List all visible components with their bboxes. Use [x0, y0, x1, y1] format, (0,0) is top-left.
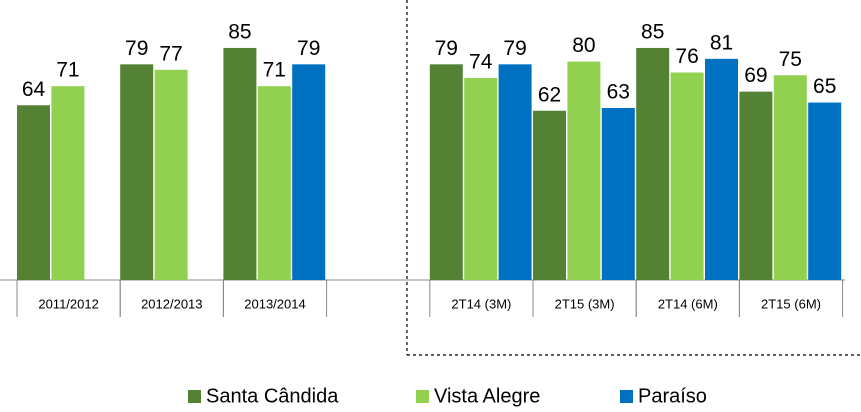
value-label: 69 [744, 64, 767, 87]
bar [51, 86, 85, 280]
bar [670, 72, 704, 281]
value-label: 65 [813, 75, 836, 98]
value-label: 79 [297, 37, 320, 60]
bar [739, 91, 773, 280]
x-tick-label: 2T14 (3M) [451, 296, 511, 311]
x-tick-label: 2T15 (6M) [761, 296, 821, 311]
value-label: 75 [779, 48, 802, 71]
bar [257, 86, 291, 280]
value-label: 63 [607, 81, 630, 104]
bar [498, 64, 532, 280]
x-tick-label: 2T14 (6M) [658, 296, 718, 311]
legend-swatch [416, 390, 429, 403]
legend-label: Santa Cândida [206, 385, 339, 407]
value-label: 80 [572, 34, 595, 57]
bar [808, 102, 842, 280]
value-label: 85 [228, 20, 251, 43]
x-tick-label: 2T15 (3M) [555, 296, 615, 311]
legend-label: Paraíso [638, 385, 707, 407]
value-label: 85 [641, 20, 664, 43]
value-label: 79 [435, 37, 458, 60]
bar [567, 61, 601, 280]
value-label: 71 [56, 59, 79, 82]
x-tick-label: 2011/2012 [38, 296, 99, 311]
value-label: 76 [675, 45, 698, 68]
value-label: 74 [469, 51, 493, 74]
bar [533, 110, 566, 281]
value-label: 81 [710, 31, 733, 54]
bar [705, 58, 738, 281]
value-label: 71 [263, 59, 286, 82]
bar [292, 64, 326, 280]
bar [773, 75, 807, 280]
bar [120, 64, 154, 280]
value-label: 79 [125, 37, 148, 60]
bar [636, 47, 670, 281]
bar [429, 64, 463, 280]
bar [223, 47, 257, 281]
value-label: 64 [22, 78, 46, 101]
bar [464, 77, 498, 280]
bar [601, 108, 635, 280]
bar [154, 69, 188, 280]
value-label: 79 [503, 37, 526, 60]
legend-swatch [188, 390, 201, 403]
legend-label: Vista Alegre [434, 385, 540, 407]
value-label: 77 [159, 42, 182, 65]
x-tick-label: 2013/2014 [244, 296, 305, 311]
value-label: 62 [538, 83, 561, 106]
legend-swatch [620, 390, 633, 403]
bar [17, 105, 50, 280]
x-tick-label: 2012/2013 [141, 296, 202, 311]
